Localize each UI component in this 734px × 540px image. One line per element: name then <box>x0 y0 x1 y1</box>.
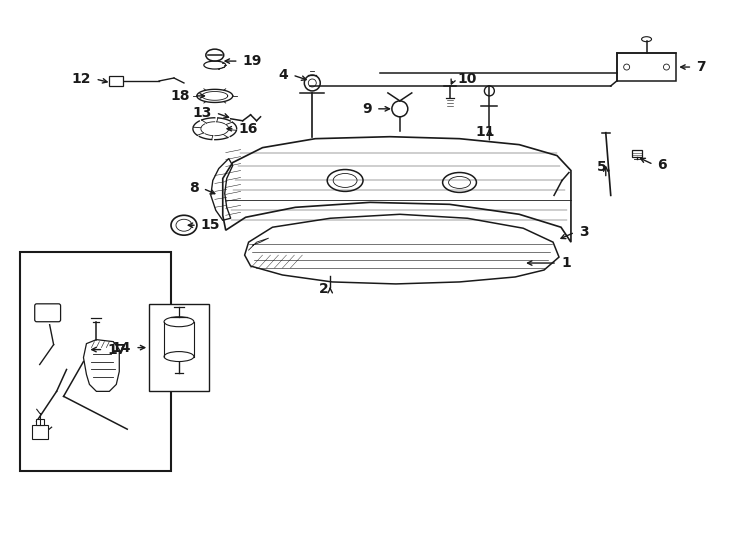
Text: 19: 19 <box>243 54 262 68</box>
Bar <box>109 76 123 86</box>
Text: 4: 4 <box>279 68 288 82</box>
Text: 11: 11 <box>476 125 495 139</box>
Text: 8: 8 <box>189 181 199 195</box>
Bar <box>20 252 171 471</box>
Bar <box>632 150 642 157</box>
Text: 5: 5 <box>597 160 607 174</box>
Text: 3: 3 <box>579 225 589 239</box>
Text: 18: 18 <box>170 89 190 103</box>
Text: 10: 10 <box>457 72 477 86</box>
Text: 15: 15 <box>201 218 220 232</box>
Text: 13: 13 <box>192 106 212 120</box>
Text: 14: 14 <box>112 341 131 355</box>
Text: 12: 12 <box>72 72 92 86</box>
Text: 6: 6 <box>658 158 667 172</box>
Text: 1: 1 <box>561 256 571 270</box>
Text: 9: 9 <box>363 102 372 116</box>
Bar <box>149 304 208 392</box>
FancyBboxPatch shape <box>34 304 61 322</box>
Text: 7: 7 <box>697 60 706 74</box>
Text: 2: 2 <box>319 282 329 296</box>
Text: 16: 16 <box>239 122 258 136</box>
Bar <box>32 425 48 439</box>
Text: 17: 17 <box>107 342 127 356</box>
Bar <box>617 53 677 81</box>
Bar <box>36 419 43 425</box>
